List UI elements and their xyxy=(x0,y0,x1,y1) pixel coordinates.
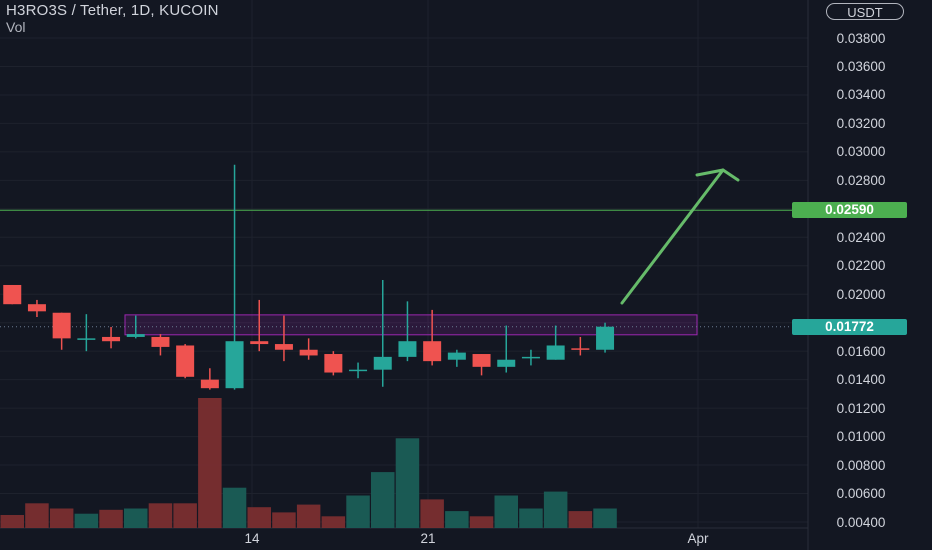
candle-body xyxy=(176,345,195,377)
volume-bar xyxy=(593,508,617,528)
candle-body xyxy=(3,284,22,305)
price-axis-label: 0.00800 xyxy=(836,457,886,473)
price-axis-label: 0.00400 xyxy=(836,514,886,530)
volume-bar xyxy=(543,491,568,528)
candle-body xyxy=(447,352,466,360)
volume-bar xyxy=(124,508,148,528)
price-axis-label: 0.03000 xyxy=(836,144,886,160)
candle-body xyxy=(151,336,170,347)
volume-bar xyxy=(25,503,49,528)
time-axis-label: 14 xyxy=(244,531,260,546)
volume-bar xyxy=(494,495,518,528)
volume-bar xyxy=(49,508,74,528)
candle-body xyxy=(77,338,96,340)
chart-legend: H3RO3S / Tether, 1D, KUCOIN Vol xyxy=(6,2,219,36)
candle-body xyxy=(546,345,565,360)
price-axis-label: 0.03400 xyxy=(836,87,886,103)
candle-body xyxy=(274,344,293,350)
volume-bar xyxy=(222,487,247,528)
candle-body xyxy=(497,359,516,367)
currency-button[interactable]: USDT xyxy=(826,3,904,20)
candle-body xyxy=(200,379,219,389)
price-axis-label: 0.03200 xyxy=(836,115,886,131)
price-axis-label: 0.01600 xyxy=(836,343,886,359)
last-price-badge: 0.01772 xyxy=(792,318,907,335)
price-axis-label: 0.02800 xyxy=(836,172,886,188)
price-axis-label: 0.02000 xyxy=(836,286,886,302)
candle-body xyxy=(299,349,318,356)
volume-bar xyxy=(371,472,395,528)
candle-body xyxy=(324,354,343,373)
candle-body xyxy=(349,369,368,372)
candle-body xyxy=(596,326,615,350)
candle-body xyxy=(225,341,244,389)
price-axis-label: 0.01200 xyxy=(836,400,886,416)
candle-body xyxy=(250,341,269,345)
volume-bar xyxy=(99,509,123,528)
volume-bar xyxy=(0,515,24,528)
candle-body xyxy=(398,341,417,357)
price-axis-label: 0.03800 xyxy=(836,30,886,46)
volume-bar xyxy=(148,503,173,528)
volume-bar xyxy=(346,495,370,528)
volume-legend[interactable]: Vol xyxy=(6,19,26,35)
candle-body xyxy=(373,356,392,370)
volume-bar xyxy=(247,507,271,528)
candle-body xyxy=(27,304,46,312)
volume-bar xyxy=(469,516,494,528)
candle-body xyxy=(571,348,590,350)
projection-arrowhead xyxy=(695,168,740,182)
volume-bar xyxy=(420,499,444,528)
volume-bar xyxy=(173,503,197,528)
volume-bar xyxy=(272,512,296,528)
symbol-title[interactable]: H3RO3S / Tether, 1D, KUCOIN xyxy=(6,2,219,19)
volume-bar xyxy=(74,513,99,528)
candle-body xyxy=(102,336,121,342)
projection-arrow xyxy=(620,168,725,305)
volume-bar xyxy=(568,511,593,528)
price-axis-label: 0.02200 xyxy=(836,258,886,274)
time-axis-label: 21 xyxy=(420,531,436,546)
candle-body xyxy=(423,341,442,362)
price-axis-label: 0.01400 xyxy=(836,372,886,388)
price-axis-label: 0.02400 xyxy=(836,229,886,245)
candle-body xyxy=(472,354,491,367)
volume-bar xyxy=(445,511,469,528)
candle-body xyxy=(52,312,71,339)
volume-bar xyxy=(198,398,222,528)
volume-bar xyxy=(296,504,321,528)
resistance-zone xyxy=(124,314,698,336)
price-axis-label: 0.01000 xyxy=(836,429,886,445)
target-price-badge: 0.02590 xyxy=(792,202,907,219)
volume-bar xyxy=(321,516,346,528)
time-axis-label: Apr xyxy=(687,531,709,546)
volume-bar xyxy=(395,438,420,528)
candle-body xyxy=(126,334,145,337)
price-axis-label: 0.03600 xyxy=(836,58,886,74)
price-axis-label: 0.00600 xyxy=(836,486,886,502)
volume-bar xyxy=(519,508,543,528)
candle-body xyxy=(521,356,540,359)
